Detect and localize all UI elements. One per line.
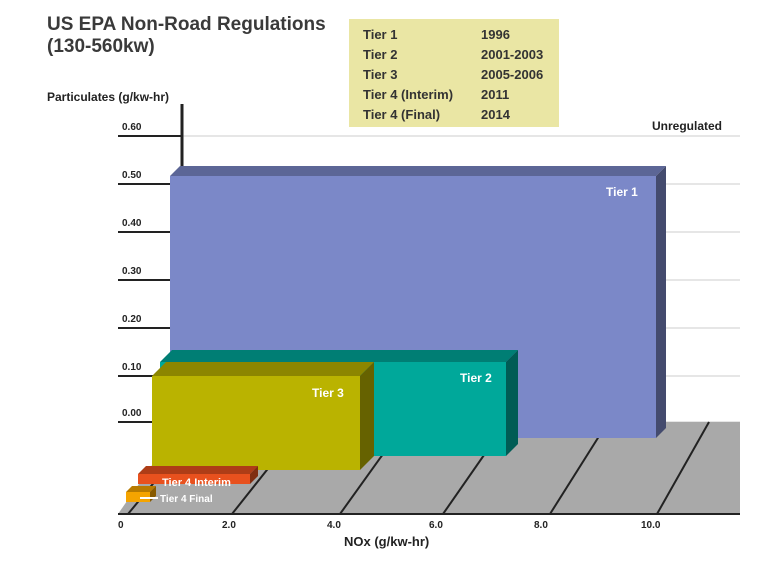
tier2-bar-side: [506, 350, 518, 456]
tier-years: 2001-2003: [481, 47, 544, 62]
tier3-label: Tier 3: [312, 386, 344, 400]
tier2-bar-top: [160, 350, 518, 362]
y-axis-label: Particulates (g/kw-hr): [47, 90, 170, 104]
tier4-interim-bar-top: [138, 466, 258, 474]
floor-grid-line: [656, 421, 710, 515]
tier-name: Tier 1: [363, 27, 398, 42]
tier-row: Tier 1 1996: [363, 27, 510, 42]
tier4-interim-label: Tier 4 Interim: [162, 477, 231, 489]
tier1-bar-top: [170, 166, 666, 176]
x-tick-label: 4.0: [327, 520, 341, 531]
tier3-bar-top: [152, 362, 374, 376]
x-tick-label: 2.0: [222, 520, 236, 531]
tier4-interim-bar-side: [250, 466, 258, 484]
tier1-label: Tier 1: [606, 185, 638, 199]
tier-row: Tier 4 (Final) 2014: [363, 107, 510, 122]
y-tick-label: 0.30: [122, 266, 142, 277]
tier-name: Tier 4 (Interim): [363, 87, 454, 102]
chart-title-line2: (130-560kw): [47, 36, 155, 57]
tiers-year-table: Tier 1 1996 Tier 2 2001-2003 Tier 3 2005…: [349, 19, 559, 127]
tier-years: 2011: [481, 87, 510, 102]
x-tick-label: 0: [118, 520, 124, 531]
tier4-interim-bar-front: [138, 474, 250, 484]
y-tick-label: 0.40: [122, 218, 142, 229]
tier-name: Tier 4 (Final): [363, 107, 441, 122]
x-tick-label: 10.0: [641, 520, 661, 531]
tier-years: 1996: [481, 27, 510, 42]
x-axis-label: NOx (g/kw-hr): [344, 534, 429, 549]
y-tick-label: 0.00: [122, 408, 142, 419]
tier2-label: Tier 2: [460, 371, 492, 385]
y-tick-label: 0.20: [122, 314, 142, 325]
tier1-bar-side: [656, 166, 666, 438]
tier-row: Tier 4 (Interim) 2011: [363, 87, 509, 102]
x-tick-label: 8.0: [534, 520, 548, 531]
tier-row: Tier 3 2005-2006: [363, 67, 543, 82]
tier-row: Tier 2 2001-2003: [363, 47, 543, 62]
y-tick-label: 0.60: [122, 122, 142, 133]
chart-title-line1: US EPA Non-Road Regulations: [47, 14, 326, 35]
y-tick-label: 0.10: [122, 362, 142, 373]
tier3-bar-front: [152, 376, 360, 470]
tier4-final-label: Tier 4 Final: [160, 494, 213, 505]
tier-name: Tier 3: [363, 67, 398, 82]
tier4-final-bar-front: [126, 492, 150, 502]
y-tick-label: 0.50: [122, 170, 142, 181]
tier-years: 2014: [481, 107, 510, 122]
x-tick-label: 6.0: [429, 520, 443, 531]
tier-name: Tier 2: [363, 47, 398, 62]
chart-title: US EPA Non-Road Regulations (130-560kw): [47, 14, 326, 58]
tier-years: 2005-2006: [481, 67, 544, 82]
tier4-final-bar-top: [126, 486, 156, 492]
unregulated-label: Unregulated: [652, 119, 722, 133]
tier3-bar-side: [360, 362, 374, 470]
